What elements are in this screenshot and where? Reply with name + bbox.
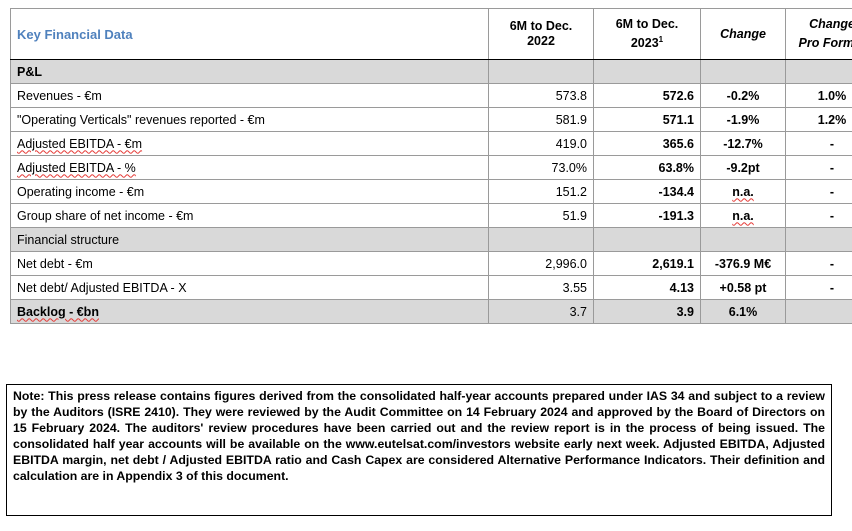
value-pro-forma: - (785, 131, 852, 156)
row-label-text: Adjusted EBITDA - % (17, 160, 136, 175)
value-2022: 2,996.0 (488, 251, 594, 276)
value-change: n.a. (700, 179, 786, 204)
value-change: -1.9% (700, 107, 786, 132)
value-2022: 3.55 (488, 275, 594, 300)
value-2022: 573.8 (488, 83, 594, 108)
row-label: Revenues - €m (10, 83, 489, 108)
value-2023: 3.9 (593, 299, 701, 324)
table-row: Group share of net income - €m 51.9 -191… (10, 203, 852, 228)
table-row: "Operating Verticals" revenues reported … (10, 107, 852, 132)
col-header-2022-line2: 2022 (527, 34, 555, 48)
value-change: -12.7% (700, 131, 786, 156)
table-title: Key Financial Data (10, 8, 489, 60)
col-header-2023: 6M to Dec. 20231 (593, 8, 701, 60)
value-pro-forma: 1.0% (785, 83, 852, 108)
value-change: 6.1% (700, 299, 786, 324)
section-row-pl: P&L (10, 59, 852, 84)
row-label: Net debt/ Adjusted EBITDA - X (10, 275, 489, 300)
disclaimer-note: Note: This press release contains figure… (6, 384, 832, 516)
row-label: Net debt - €m (10, 251, 489, 276)
value-change: -376.9 M€ (700, 251, 786, 276)
table-row: Revenues - €m 573.8 572.6 -0.2% 1.0% (10, 83, 852, 108)
table-row: Adjusted EBITDA - €m 419.0 365.6 -12.7% … (10, 131, 852, 156)
value-pro-forma: - (785, 203, 852, 228)
value-2023: 572.6 (593, 83, 701, 108)
col-header-change: Change (700, 8, 786, 60)
table-row-backlog: Backlog - €bn 3.7 3.9 6.1% (10, 299, 852, 324)
value-change-text: n.a. (732, 184, 754, 199)
row-label: Adjusted EBITDA - % (10, 155, 489, 180)
section-label-pl: P&L (10, 59, 489, 84)
table-header-row: Key Financial Data 6M to Dec. 2022 6M to… (10, 8, 852, 60)
value-pro-forma: 1.2% (785, 107, 852, 132)
value-pro-forma (785, 299, 852, 324)
value-pro-forma: - (785, 251, 852, 276)
value-2022: 73.0% (488, 155, 594, 180)
col-header-2022: 6M to Dec. 2022 (488, 8, 594, 60)
section-label-financial-structure: Financial structure (10, 227, 489, 252)
row-label: Group share of net income - €m (10, 203, 489, 228)
value-pro-forma: - (785, 179, 852, 204)
table-row: Net debt - €m 2,996.0 2,619.1 -376.9 M€ … (10, 251, 852, 276)
value-2023: 4.13 (593, 275, 701, 300)
value-change: +0.58 pt (700, 275, 786, 300)
col-header-2023-line2: 2023 (630, 36, 659, 51)
value-pro-forma: - (785, 155, 852, 180)
col-header-pro-forma-line2: Pro Forma (798, 36, 852, 51)
value-pro-forma: - (785, 275, 852, 300)
value-2023: -191.3 (593, 203, 701, 228)
value-2022: 51.9 (488, 203, 594, 228)
row-label: Backlog - €bn (10, 299, 489, 324)
value-2023: -134.4 (593, 179, 701, 204)
value-change: n.a. (700, 203, 786, 228)
table-row: Operating income - €m 151.2 -134.4 n.a. … (10, 179, 852, 204)
row-label: Adjusted EBITDA - €m (10, 131, 489, 156)
value-2023: 571.1 (593, 107, 701, 132)
value-change: -9.2pt (700, 155, 786, 180)
table-row: Adjusted EBITDA - % 73.0% 63.8% -9.2pt - (10, 155, 852, 180)
col-header-2022-line1: 6M to Dec. (509, 19, 573, 33)
row-label-text: Adjusted EBITDA - €m (17, 136, 143, 151)
row-label: "Operating Verticals" revenues reported … (10, 107, 489, 132)
col-header-pro-forma: Change Pro Forma2 (785, 8, 852, 60)
col-header-2023-footnote: 1 (658, 34, 664, 44)
value-2022: 581.9 (488, 107, 594, 132)
value-2023: 63.8% (593, 155, 701, 180)
table-row: Net debt/ Adjusted EBITDA - X 3.55 4.13 … (10, 275, 852, 300)
value-change: -0.2% (700, 83, 786, 108)
col-header-2023-line1: 6M to Dec. (615, 16, 679, 31)
section-row-financial-structure: Financial structure (10, 227, 852, 252)
value-2023: 2,619.1 (593, 251, 701, 276)
key-financial-data-table: Key Financial Data 6M to Dec. 2022 6M to… (10, 8, 852, 324)
value-change-text: n.a. (732, 208, 754, 223)
value-2022: 151.2 (488, 179, 594, 204)
col-header-pro-forma-line1: Change (809, 16, 852, 31)
value-2022: 3.7 (488, 299, 594, 324)
value-2023: 365.6 (593, 131, 701, 156)
row-label: Operating income - €m (10, 179, 489, 204)
value-2022: 419.0 (488, 131, 594, 156)
row-label-text: Backlog - €bn (17, 304, 99, 319)
